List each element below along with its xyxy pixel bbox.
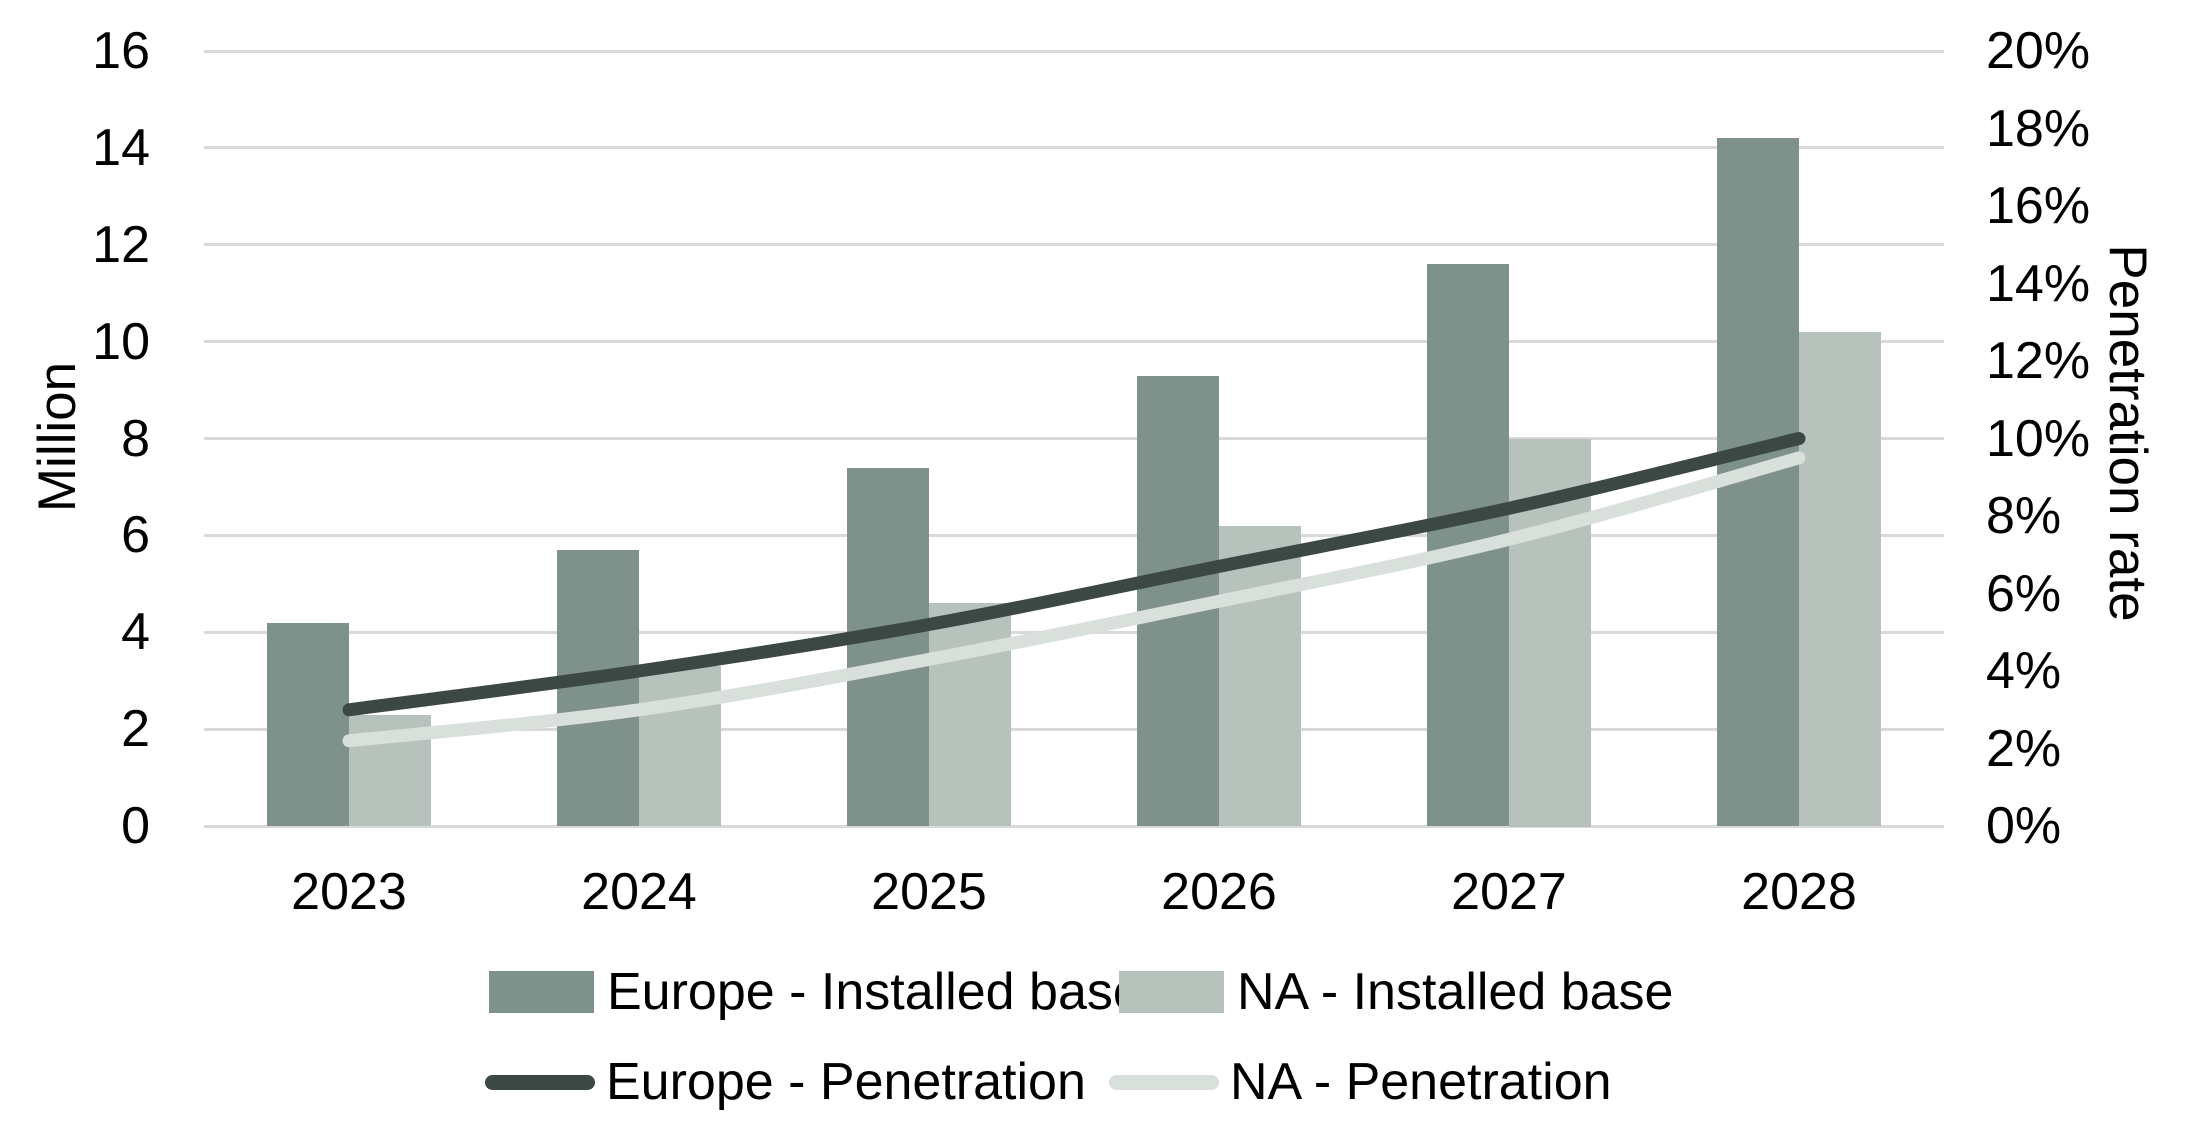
bar-europe-2028 [1717,138,1799,826]
bar-na-2024 [639,666,721,826]
legend-item-europe-penetration: Europe - Penetration [485,1053,1086,1111]
legend-item-na-penetration: NA - Penetration [1109,1053,1612,1111]
gridline-10 [204,340,1944,344]
left-tick-4: 4 [121,603,150,661]
right-tick-18pct: 18% [1986,100,2091,158]
bar-europe-2027 [1427,264,1509,826]
gridline-12 [204,243,1944,247]
bar-europe-2026 [1137,376,1219,826]
legend-swatch-na-penetration [1109,1074,1219,1090]
bar-na-2023 [349,715,431,826]
legend-item-na-installed-base: NA - Installed base [1119,963,1674,1021]
right-tick-0pct: 0% [1986,797,2062,855]
right-tick-10pct: 10% [1986,410,2091,468]
legend-label-na-penetration: NA - Penetration [1230,1053,1612,1111]
left-tick-6: 6 [121,506,150,564]
legend-label-europe-installed-base: Europe - Installed base [607,963,1142,1021]
right-tick-12pct: 12% [1986,332,2091,390]
legend-swatch-europe-penetration [485,1074,595,1090]
x-label-2025: 2025 [871,863,987,921]
x-label-2023: 2023 [291,863,407,921]
left-tick-16: 16 [92,22,150,80]
right-tick-14pct: 14% [1986,255,2091,313]
bar-europe-2023 [267,623,349,826]
right-tick-16pct: 16% [1986,177,2091,235]
legend-swatch-europe-installed-base [489,971,594,1013]
left-tick-12: 12 [92,216,150,274]
legend-label-europe-penetration: Europe - Penetration [606,1053,1086,1111]
bar-europe-2024 [557,550,639,826]
gridline-0 [204,824,1944,828]
left-tick-2: 2 [121,700,150,758]
bar-na-2028 [1799,332,1881,826]
x-label-2026: 2026 [1161,863,1277,921]
right-tick-2pct: 2% [1986,720,2062,778]
x-label-2028: 2028 [1741,863,1857,921]
bar-europe-2025 [847,468,929,826]
gridline-8 [204,437,1944,440]
gridline-14 [204,146,1944,150]
gridline-6 [204,533,1944,537]
left-tick-14: 14 [92,119,150,177]
bar-na-2026 [1219,526,1301,826]
gridline-4 [204,630,1944,634]
gridline-16 [204,49,1944,53]
left-tick-8: 8 [121,410,150,468]
right-tick-8pct: 8% [1986,487,2062,545]
legend-label-na-installed-base: NA - Installed base [1237,963,1674,1021]
right-tick-4pct: 4% [1986,642,2062,700]
x-label-2027: 2027 [1451,863,1567,921]
bar-na-2025 [929,603,1011,826]
legend-item-europe-installed-base: Europe - Installed base [489,963,1142,1021]
left-tick-0: 0 [121,797,150,855]
right-tick-20pct: 20% [1986,22,2091,80]
gridline-2 [204,727,1944,731]
left-tick-10: 10 [92,313,150,371]
x-label-2024: 2024 [581,863,697,921]
legend-swatch-na-installed-base [1119,971,1224,1013]
right-tick-6pct: 6% [1986,565,2062,623]
bar-na-2027 [1509,439,1591,827]
